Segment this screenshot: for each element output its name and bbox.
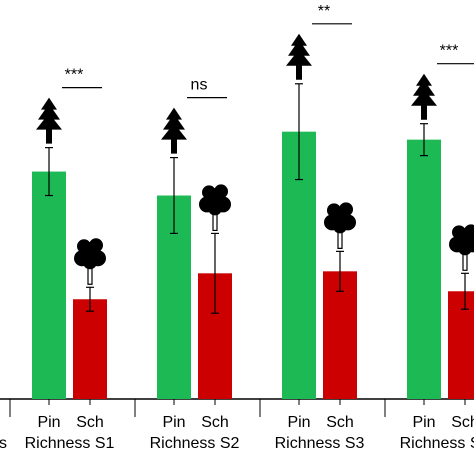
broadleaf-tree-crown <box>208 201 222 216</box>
bar <box>407 139 441 399</box>
broadleaf-tree-crown <box>452 225 466 240</box>
broadleaf-tree-crown <box>327 203 341 218</box>
category-label: Sch <box>326 414 354 431</box>
group-label: Richness S2 <box>150 435 240 452</box>
significance-label: *** <box>65 67 84 84</box>
category-label: Pin <box>162 414 185 431</box>
bar <box>323 271 357 399</box>
pine-tree-icon <box>36 97 62 144</box>
significance-label: *** <box>440 43 459 60</box>
broadleaf-tree-crown <box>458 241 472 256</box>
category-label: Pin <box>37 414 60 431</box>
pine-tree-shape <box>411 73 437 120</box>
category-label: Sch <box>451 414 474 431</box>
pine-tree-icon <box>286 33 312 80</box>
category-label: Sch <box>76 414 104 431</box>
broadleaf-tree-icon <box>449 224 474 271</box>
group-label: Richness S1 <box>25 435 115 452</box>
category-label: Pin <box>412 414 435 431</box>
pine-tree-icon <box>411 73 437 120</box>
broadleaf-tree-icon <box>199 184 231 232</box>
bar <box>73 299 107 399</box>
broadleaf-tree-crown <box>77 239 91 254</box>
group-label: Richness S3 <box>275 435 365 452</box>
bar <box>32 171 66 399</box>
broadleaf-tree-crown <box>464 224 474 239</box>
significance-label: ns <box>191 77 208 94</box>
broadleaf-tree-crown <box>214 184 228 199</box>
pine-tree-shape <box>286 33 312 80</box>
category-label: Pin <box>287 414 310 431</box>
pine-tree-icon <box>161 107 187 154</box>
broadleaf-tree-crown <box>333 219 347 234</box>
broadleaf-tree-crown <box>83 255 97 270</box>
broadleaf-tree-icon <box>74 238 106 285</box>
axis-label-fragment: s <box>0 435 7 452</box>
significance-label: ** <box>318 3 330 20</box>
category-label: Sch <box>201 414 229 431</box>
broadleaf-tree-crown <box>339 202 353 217</box>
group-label: Richness S4 <box>400 435 474 452</box>
pine-tree-shape <box>161 107 187 154</box>
broadleaf-tree-icon <box>324 202 356 249</box>
broadleaf-tree-crown <box>202 185 216 200</box>
broadleaf-tree-crown <box>89 238 103 253</box>
bar <box>448 291 474 399</box>
pine-tree-shape <box>36 97 62 144</box>
